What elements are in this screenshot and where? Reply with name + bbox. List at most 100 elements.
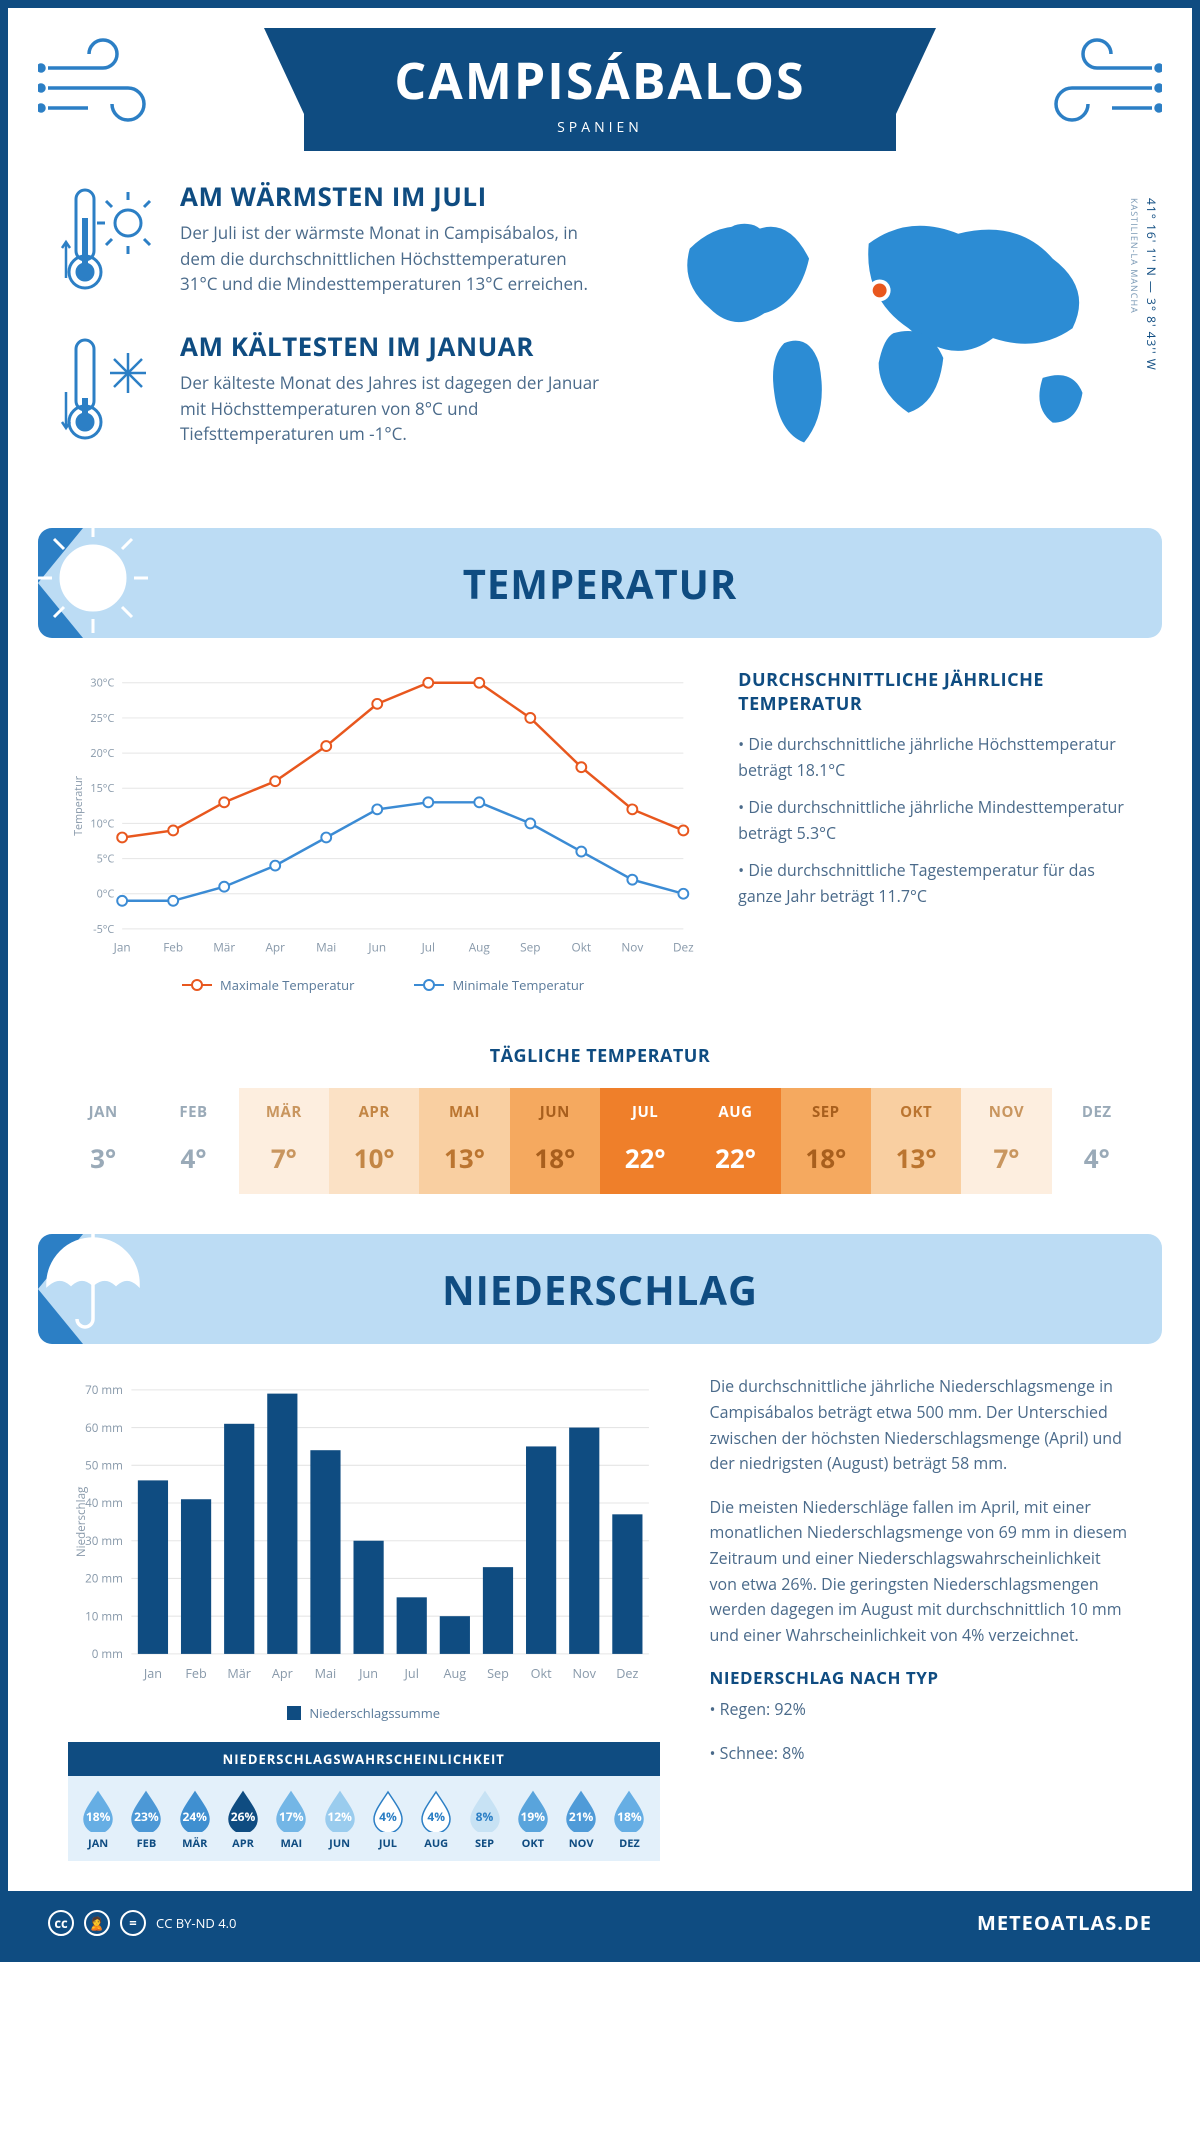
- svg-text:Jul: Jul: [403, 1665, 419, 1683]
- month-cell: FEB 4°: [148, 1088, 238, 1194]
- svg-text:Mär: Mär: [227, 1665, 251, 1683]
- sun-icon: [28, 513, 158, 643]
- section-title: NIEDERSCHLAG: [442, 1262, 758, 1317]
- temp-info-line: • Die durchschnittliche jährliche Mindes…: [738, 795, 1132, 846]
- probability-cell: 17% MAI: [267, 1790, 315, 1851]
- page-title: CAMPISÁBALOS: [394, 46, 805, 114]
- svg-text:Sep: Sep: [487, 1665, 509, 1683]
- month-cell: DEZ 4°: [1052, 1088, 1142, 1194]
- chart-legend: Maximale Temperatur Minimale Temperatur: [68, 976, 698, 994]
- fact-text: Der kälteste Monat des Jahres ist dagege…: [180, 370, 605, 447]
- svg-text:20 mm: 20 mm: [85, 1572, 123, 1587]
- probability-cell: 26% APR: [219, 1790, 267, 1851]
- month-cell: APR 10°: [329, 1088, 419, 1194]
- umbrella-icon: [28, 1219, 148, 1339]
- probability-cell: 21% NOV: [557, 1790, 605, 1851]
- svg-text:Nov: Nov: [573, 1665, 597, 1683]
- precip-paragraph: Die durchschnittliche jährliche Niedersc…: [710, 1374, 1133, 1476]
- svg-text:Aug: Aug: [469, 940, 491, 956]
- cc-icon: cc: [48, 1910, 74, 1936]
- svg-text:-5°C: -5°C: [93, 922, 114, 937]
- title-ribbon: CAMPISÁBALOS SPANIEN: [304, 28, 895, 151]
- svg-text:60 mm: 60 mm: [85, 1421, 123, 1436]
- footer: cc 🙎 = CC BY-ND 4.0 METEOATLAS.DE: [8, 1891, 1192, 1954]
- svg-text:Sep: Sep: [520, 940, 540, 956]
- chart-legend: Niederschlagssumme: [68, 1704, 660, 1722]
- fact-warmest: AM WÄRMSTEN IM JULI Der Juli ist der wär…: [58, 178, 605, 298]
- section-title: TEMPERATUR: [463, 556, 738, 611]
- by-icon: 🙎: [84, 1910, 110, 1936]
- svg-text:5°C: 5°C: [97, 852, 115, 867]
- wind-icon: [1032, 38, 1162, 143]
- daily-temp-title: TÄGLICHE TEMPERATUR: [8, 1044, 1192, 1068]
- probability-cell: 8% SEP: [460, 1790, 508, 1851]
- svg-text:50 mm: 50 mm: [85, 1459, 123, 1474]
- probability-cell: 24% MÄR: [171, 1790, 219, 1851]
- probability-table: NIEDERSCHLAGSWAHRSCHEINLICHKEIT 18% JAN …: [68, 1742, 660, 1861]
- probability-cell: 23% FEB: [122, 1790, 170, 1851]
- svg-text:25°C: 25°C: [90, 711, 114, 726]
- probability-cell: 4% JUL: [364, 1790, 412, 1851]
- svg-text:Jul: Jul: [421, 940, 435, 956]
- probability-cell: 18% JAN: [74, 1790, 122, 1851]
- svg-text:20°C: 20°C: [90, 746, 114, 761]
- month-cell: MAI 13°: [419, 1088, 509, 1194]
- section-banner-niederschlag: NIEDERSCHLAG: [38, 1234, 1162, 1344]
- svg-text:Okt: Okt: [531, 1665, 552, 1683]
- svg-text:0 mm: 0 mm: [92, 1648, 123, 1663]
- site-name: METEOATLAS.DE: [977, 1909, 1152, 1936]
- precip-type-heading: NIEDERSCHLAG NACH TYP: [710, 1666, 1133, 1689]
- temperature-chart: -5°C0°C5°C10°C15°C20°C25°C30°CJanFebMärA…: [68, 668, 698, 963]
- fact-title: AM KÄLTESTEN IM JANUAR: [180, 328, 605, 364]
- license: cc 🙎 = CC BY-ND 4.0: [48, 1910, 236, 1936]
- section-banner-temperatur: TEMPERATUR: [38, 528, 1162, 638]
- svg-text:10 mm: 10 mm: [85, 1610, 123, 1625]
- precip-type-line: • Regen: 92%: [710, 1697, 1133, 1723]
- fact-text: Der Juli ist der wärmste Monat in Campis…: [180, 220, 605, 297]
- month-cell: OKT 13°: [871, 1088, 961, 1194]
- svg-text:15°C: 15°C: [90, 781, 114, 796]
- svg-text:Mai: Mai: [316, 940, 336, 956]
- temp-info-line: • Die durchschnittliche Tagestemperatur …: [738, 858, 1132, 909]
- probability-cell: 12% JUN: [315, 1790, 363, 1851]
- month-cell: MÄR 7°: [239, 1088, 329, 1194]
- svg-text:30 mm: 30 mm: [85, 1534, 123, 1549]
- svg-text:Jan: Jan: [113, 940, 131, 956]
- precipitation-chart: 0 mm 10 mm 20 mm 30 mm 40 mm 50 mm 60 mm 70 mm J…: [68, 1374, 660, 1691]
- probability-cell: 19% OKT: [509, 1790, 557, 1851]
- svg-text:40 mm: 40 mm: [85, 1497, 123, 1512]
- coordinates: 41° 16' 1'' N — 3° 8' 43'' W KASTILIEN-L…: [1126, 198, 1160, 371]
- wind-icon: [38, 38, 168, 143]
- svg-text:Dez: Dez: [616, 1665, 638, 1683]
- month-cell: JUL 22°: [600, 1088, 690, 1194]
- temp-info-line: • Die durchschnittliche jährliche Höchst…: [738, 732, 1132, 783]
- svg-text:70 mm: 70 mm: [85, 1383, 123, 1398]
- temp-info-heading: DURCHSCHNITTLICHE JÄHRLICHE TEMPERATUR: [738, 668, 1132, 716]
- fact-title: AM WÄRMSTEN IM JULI: [180, 178, 605, 214]
- month-cell: SEP 18°: [781, 1088, 871, 1194]
- precip-type-line: • Schnee: 8%: [710, 1741, 1133, 1767]
- month-cell: JUN 18°: [510, 1088, 600, 1194]
- svg-text:0°C: 0°C: [97, 887, 115, 902]
- svg-text:Dez: Dez: [673, 940, 694, 956]
- daily-temp-table: JAN 3° FEB 4° MÄR 7° APR 10° MAI 13° JUN…: [58, 1088, 1142, 1194]
- svg-text:Temperatur: Temperatur: [71, 775, 86, 836]
- page-subtitle: SPANIEN: [394, 118, 805, 137]
- header: CAMPISÁBALOS SPANIEN: [8, 8, 1192, 178]
- svg-text:Feb: Feb: [185, 1665, 207, 1683]
- svg-text:Mär: Mär: [213, 940, 235, 956]
- svg-text:Apr: Apr: [265, 940, 285, 956]
- nd-icon: =: [120, 1910, 146, 1936]
- fact-coldest: AM KÄLTESTEN IM JANUAR Der kälteste Mona…: [58, 328, 605, 448]
- world-map: 41° 16' 1'' N — 3° 8' 43'' W KASTILIEN-L…: [645, 178, 1142, 478]
- svg-text:Jun: Jun: [367, 940, 386, 956]
- svg-text:Niederschlag: Niederschlag: [74, 1486, 89, 1557]
- precip-paragraph: Die meisten Niederschläge fallen im Apri…: [710, 1495, 1133, 1649]
- svg-text:Apr: Apr: [272, 1665, 293, 1683]
- svg-text:Feb: Feb: [163, 940, 183, 956]
- month-cell: JAN 3°: [58, 1088, 148, 1194]
- svg-text:Okt: Okt: [572, 940, 592, 956]
- svg-text:Jun: Jun: [357, 1665, 378, 1683]
- month-cell: AUG 22°: [690, 1088, 780, 1194]
- svg-text:30°C: 30°C: [90, 676, 114, 691]
